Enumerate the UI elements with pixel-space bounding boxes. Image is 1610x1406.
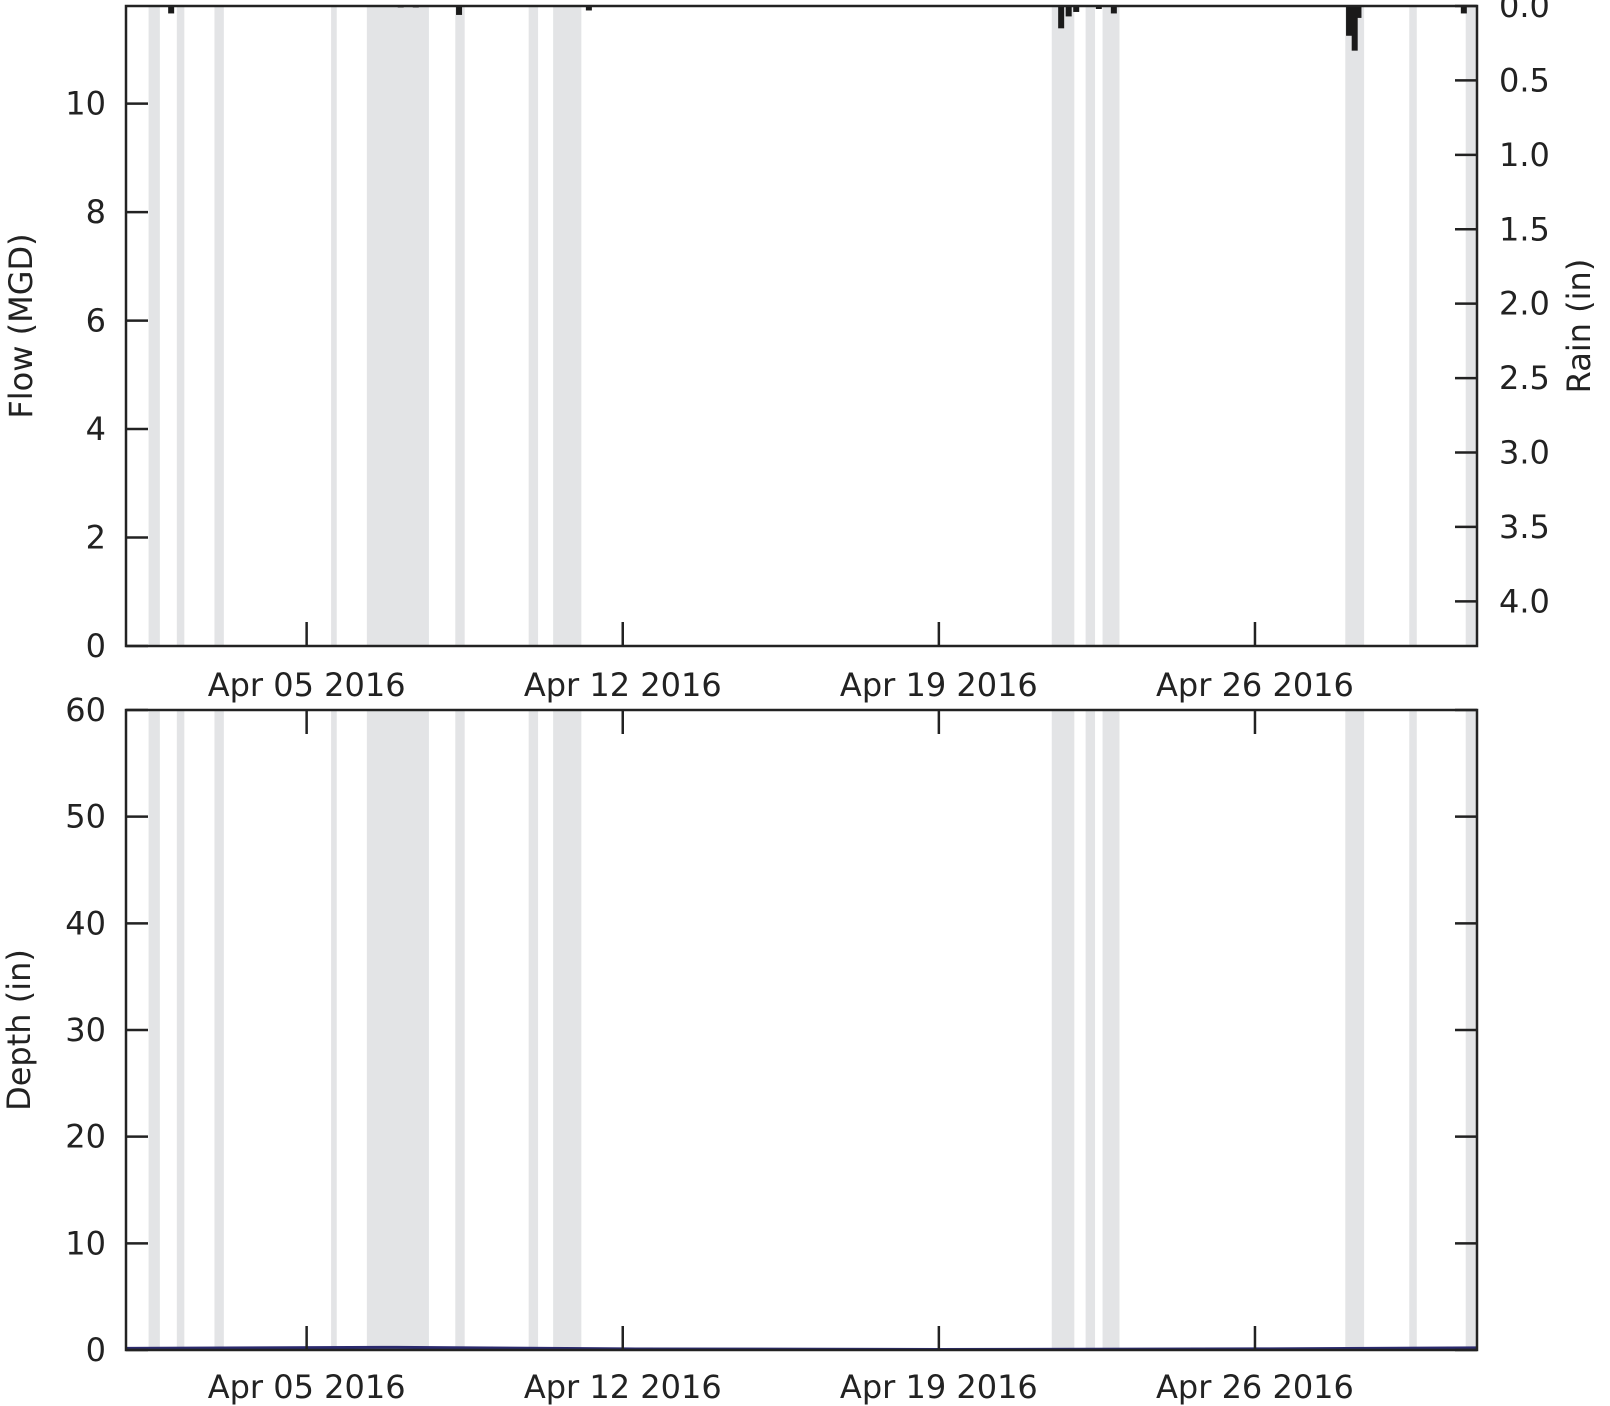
shaded-period	[528, 710, 539, 1350]
shaded-period	[214, 6, 224, 646]
x-tick-label-bottom: Apr 05 2016	[208, 1368, 406, 1406]
plot-frame-bottom	[124, 708, 1479, 1352]
shaded-period	[148, 710, 160, 1350]
shaded-period	[455, 710, 465, 1350]
shaded-period	[366, 710, 429, 1350]
y-tick-label-depth: 0	[86, 1331, 106, 1369]
y-tick-label-depth: 30	[65, 1011, 106, 1049]
rain-bar	[1351, 6, 1358, 51]
shaded-period	[1409, 710, 1417, 1350]
y-tick-label-rain: 0.5	[1499, 61, 1550, 99]
shaded-period	[1409, 6, 1417, 646]
y-tick-label-depth: 10	[65, 1224, 106, 1262]
shaded-period	[1051, 6, 1075, 646]
y-tick-label-depth: 20	[65, 1118, 106, 1156]
y-axis-label-rain: Rain (in)	[1560, 259, 1598, 394]
plot-frame-top	[124, 4, 1479, 648]
y-tick-label-flow: 8	[86, 193, 106, 231]
shaded-period	[214, 710, 224, 1350]
y-tick-label-rain: 3.5	[1499, 508, 1550, 546]
shaded-period	[1085, 6, 1096, 646]
y-tick-label-rain: 2.0	[1499, 285, 1550, 323]
ticks-top: 0 2 4 6 8 10 0.0 0.5 1.0 1.5 2.0 2.5 3.0 3.5 4.0 Apr 05…	[65, 0, 1550, 704]
shaded-periods-top	[148, 6, 1477, 646]
x-tick-label-bottom: Apr 12 2016	[524, 1368, 722, 1406]
shaded-period	[176, 6, 185, 646]
y-tick-label-rain: 4.0	[1499, 582, 1550, 620]
shaded-period	[148, 6, 160, 646]
shaded-period	[1051, 710, 1075, 1350]
y-axis-label-depth: Depth (in)	[0, 949, 38, 1111]
y-tick-label-depth: 60	[65, 691, 106, 729]
rain-bar	[1065, 6, 1072, 17]
rain-bar	[1058, 6, 1065, 29]
shaded-period	[528, 6, 539, 646]
shaded-period	[455, 6, 465, 646]
shaded-period	[366, 6, 429, 646]
rain-bar	[585, 6, 592, 11]
x-tick-label-top: Apr 12 2016	[524, 666, 722, 704]
shaded-period	[176, 710, 185, 1350]
shaded-periods-bottom	[148, 710, 1477, 1350]
shaded-period	[331, 710, 337, 1350]
rain-series	[168, 6, 1467, 51]
shaded-period	[553, 6, 582, 646]
shaded-period	[1102, 6, 1120, 646]
shaded-period	[1102, 710, 1120, 1350]
y-tick-label-flow: 6	[86, 302, 106, 340]
y-tick-label-rain: 3.0	[1499, 434, 1550, 472]
rain-bar	[1073, 6, 1080, 12]
x-tick-label-bottom: Apr 26 2016	[1156, 1368, 1354, 1406]
rain-bar	[1460, 6, 1467, 14]
y-axis-label-flow: Flow (MGD)	[2, 233, 40, 418]
y-tick-label-flow: 10	[65, 85, 106, 123]
shaded-period	[331, 6, 337, 646]
x-tick-label-top: Apr 05 2016	[208, 666, 406, 704]
y-tick-label-rain: 1.5	[1499, 210, 1550, 248]
x-tick-label-top: Apr 19 2016	[840, 666, 1038, 704]
y-tick-label-flow: 4	[86, 410, 106, 448]
ticks-bottom: 0 10 20 30 40 50 60 Apr 05 2016 Apr 12 2016 Apr 1…	[65, 691, 1477, 1406]
rain-bar	[456, 6, 463, 15]
y-tick-label-depth: 40	[65, 904, 106, 942]
rain-bar	[1110, 6, 1117, 14]
shaded-period	[1465, 6, 1477, 646]
shaded-period	[553, 710, 582, 1350]
y-tick-label-rain: 2.5	[1499, 359, 1550, 397]
rain-bar	[1355, 6, 1362, 18]
depth-panel: 0 10 20 30 40 50 60 Apr 05 2016 Apr 12 2016 Apr 1…	[0, 691, 1479, 1406]
y-tick-label-depth: 50	[65, 798, 106, 836]
shaded-period	[1345, 6, 1365, 646]
y-tick-label-rain: 0.0	[1499, 0, 1550, 25]
flow-rain-panel: 0 2 4 6 8 10 0.0 0.5 1.0 1.5 2.0 2.5 3.0 3.5 4.0 Apr 05…	[2, 0, 1598, 704]
y-tick-label-flow: 0	[86, 627, 106, 665]
rain-bar	[1346, 6, 1353, 36]
x-tick-label-top: Apr 26 2016	[1156, 666, 1354, 704]
x-tick-label-bottom: Apr 19 2016	[840, 1368, 1038, 1406]
y-tick-label-rain: 1.0	[1499, 136, 1550, 174]
shaded-period	[1085, 710, 1096, 1350]
rain-bar	[168, 6, 175, 14]
rain-bar	[1095, 6, 1102, 9]
shaded-period	[1345, 710, 1365, 1350]
y-tick-label-flow: 2	[86, 519, 106, 557]
